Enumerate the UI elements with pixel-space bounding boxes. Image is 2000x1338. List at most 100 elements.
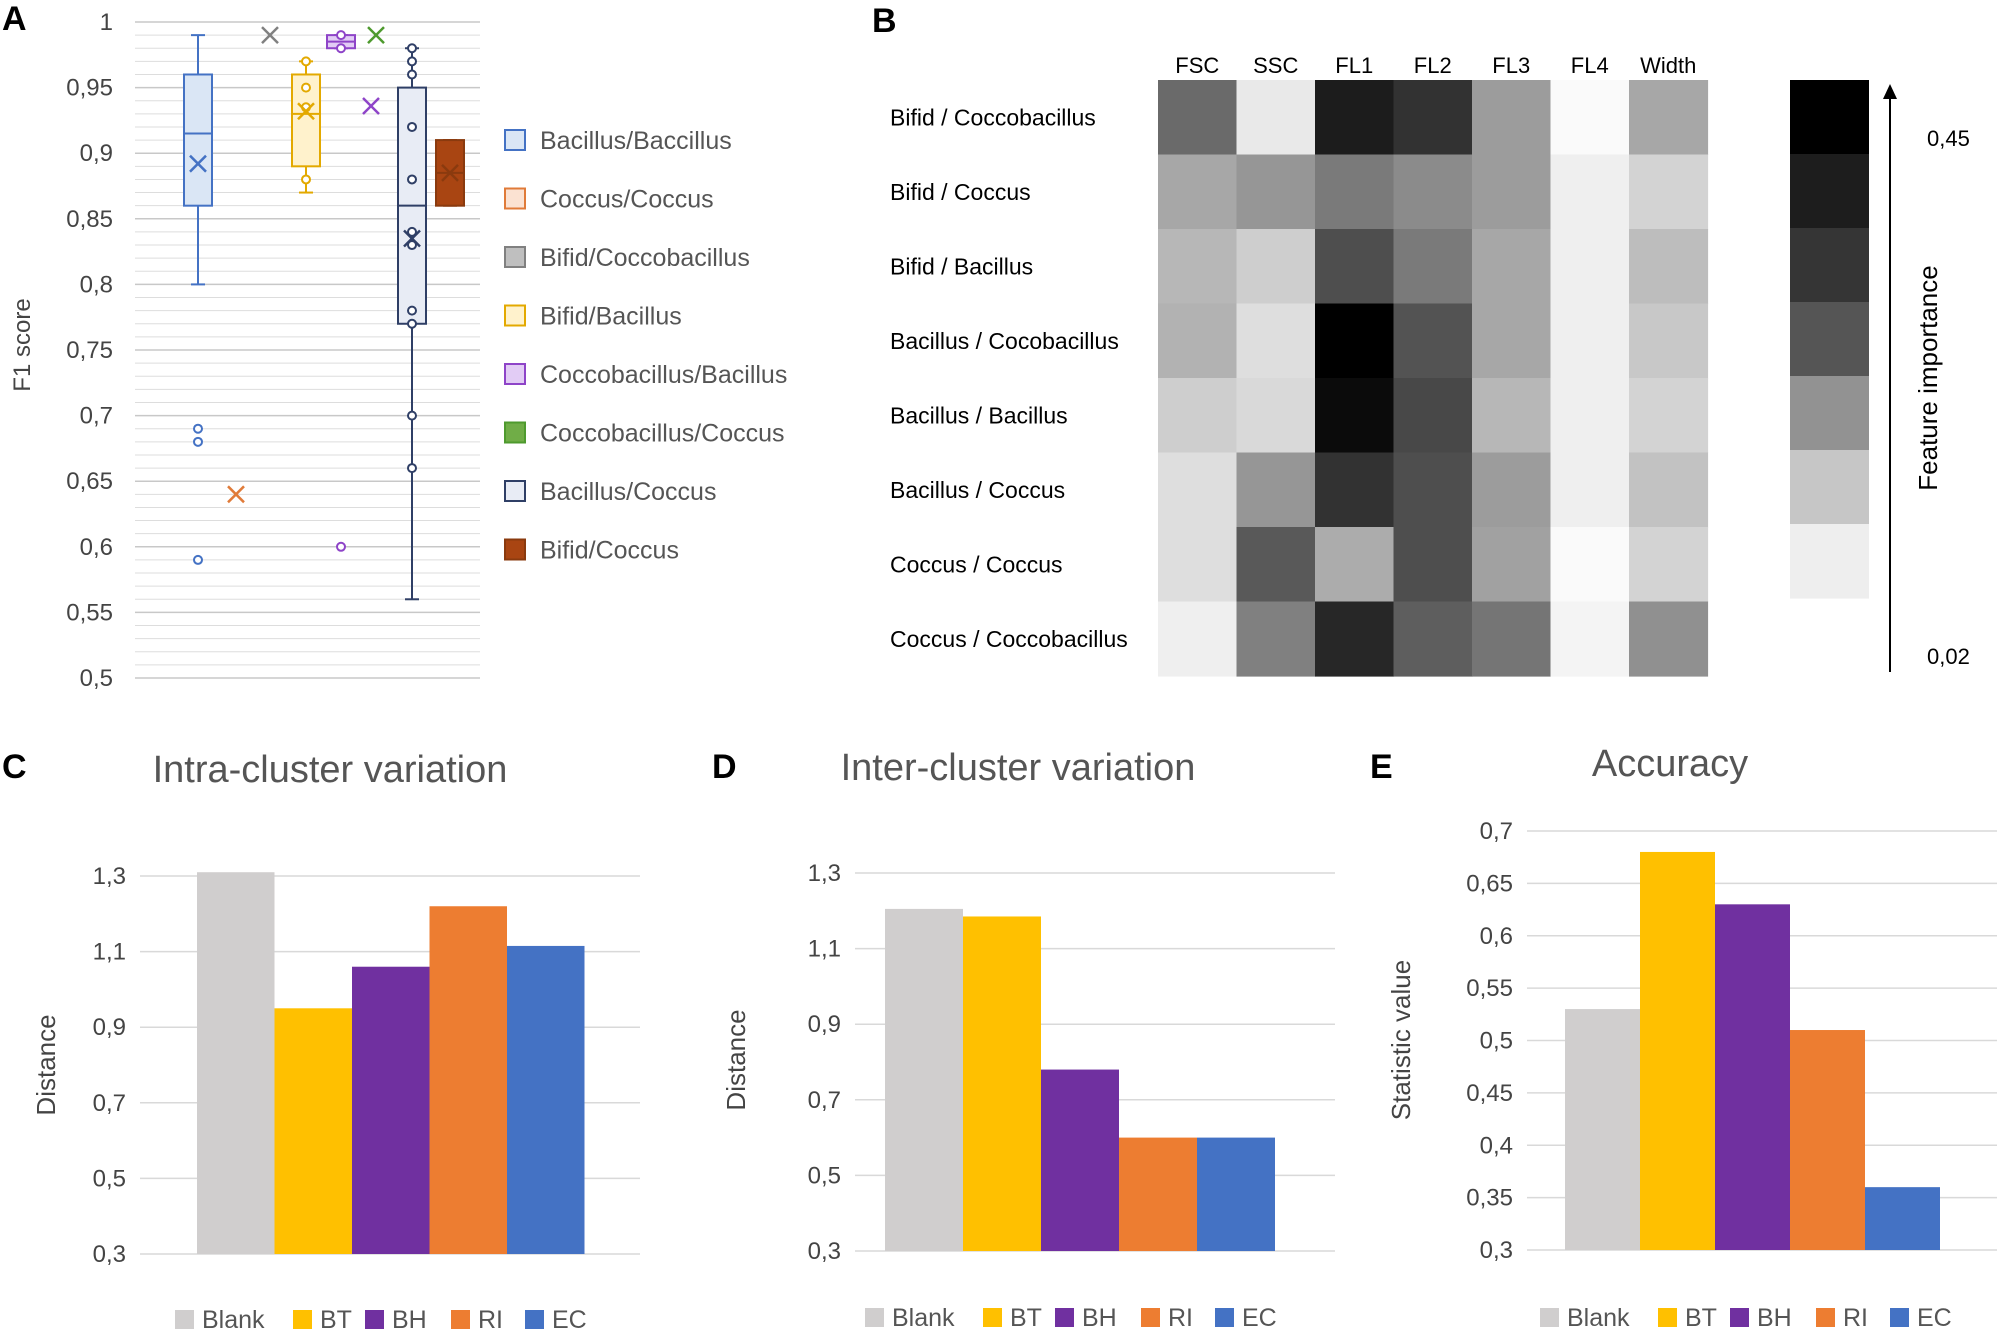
boxplot-boxes (183, 26, 465, 601)
heatmap-cell (1550, 154, 1630, 230)
y-tick-label: 0,8 (80, 271, 113, 298)
scale-step (1790, 376, 1869, 451)
scale-step (1790, 450, 1869, 525)
heatmap-cell (1236, 378, 1316, 454)
legend-label: EC (552, 1306, 587, 1334)
heatmap-row-label: Coccus / Coccus (890, 551, 1063, 577)
y-tick-label: 0,5 (93, 1165, 126, 1192)
heatmap-row-label: Coccus / Coccobacillus (890, 626, 1128, 652)
heatmap-color-scale (1790, 80, 1869, 599)
legend-swatch (504, 421, 526, 444)
scale-step (1790, 228, 1869, 303)
y-tick-label: 0,9 (808, 1011, 841, 1038)
panel-e-bar-chart: 0,3 0,35 0,4 0,45 0,5 0,55 0,6 0,65 0,7 Accuracy S… (1386, 743, 1997, 1332)
y-tick-label: 0,5 (808, 1162, 841, 1189)
mean-marker (403, 229, 421, 248)
bar-blank (885, 908, 963, 1251)
outlier-point (336, 43, 346, 54)
chart-title: Intra-cluster variation (153, 749, 508, 791)
heatmap-cell (1629, 527, 1709, 603)
heatmap-cell (1393, 452, 1473, 528)
heatmap-cell (1629, 154, 1709, 230)
chart-title: Accuracy (1592, 743, 1748, 785)
heatmap-cell (1629, 378, 1709, 454)
legend-label: Coccobacillus/Coccus (540, 420, 785, 448)
scale-step (1790, 524, 1869, 599)
legend-swatch (504, 304, 526, 327)
heatmap-cell (1315, 452, 1395, 528)
legend-swatch (1055, 1308, 1074, 1327)
scale-step (1790, 154, 1869, 229)
outlier-point (407, 410, 417, 421)
heatmap-cell (1629, 303, 1709, 379)
legend-label: Bifid/Coccus (540, 537, 679, 565)
y-axis-title: Statistic value (1386, 960, 1416, 1120)
mean-marker (189, 154, 207, 173)
y-tick-label: 0,95 (66, 75, 113, 102)
feature-importance-label: Feature importance (1913, 265, 1943, 490)
heatmap-col-label: FL2 (1414, 53, 1452, 78)
heatmap-cell (1158, 452, 1238, 528)
heatmap-cell (1393, 378, 1473, 454)
y-tick-label: 1,3 (808, 860, 841, 887)
heatmap-cells (1158, 80, 1709, 677)
heatmap-cell (1629, 80, 1709, 156)
heatmap-cell (1629, 229, 1709, 305)
bar-ec (1197, 1137, 1275, 1251)
panel-b-heatmap: FSC SSC FL1 FL2 FL3 FL4 Width Bifid / Coccobac… (890, 53, 1970, 677)
heatmap-col-label: FL4 (1571, 53, 1609, 78)
mean-marker (441, 163, 459, 182)
boxplot-legend: Bacillus/Baccillus Coccus/Coccus Bifid/Coc… (504, 127, 787, 565)
legend-label: BT (1010, 1304, 1042, 1332)
y-tick-label: 1,1 (93, 939, 126, 966)
bar-bh (1041, 1069, 1119, 1251)
outlier-point (301, 174, 311, 185)
box-bifid-bacillus (291, 56, 321, 194)
heatmap-cell (1393, 80, 1473, 156)
box-coccobacillus-bacillus (326, 30, 380, 552)
panel-c-bar-chart: 0,3 0,5 0,7 0,9 1,1 1,3 Intra-cluster variatio… (31, 749, 640, 1334)
heatmap-cell (1236, 601, 1316, 677)
boxplot-y-axis-title: F1 score (9, 298, 36, 391)
legend-swatch (504, 246, 526, 268)
legend-swatch (504, 480, 526, 502)
box-coccobacillus-coccus (367, 26, 385, 45)
y-tick-label: 1,1 (808, 936, 841, 963)
heatmap-cell (1158, 80, 1238, 156)
outlier-point (407, 463, 417, 474)
heatmap-row-label: Bacillus / Cocobacillus (890, 328, 1119, 354)
heatmap-cell (1236, 303, 1316, 379)
y-tick-label: 0,4 (1480, 1132, 1513, 1159)
heatmap-cell (1315, 601, 1395, 677)
box-bifid-coccus (435, 139, 465, 207)
legend-swatch (1730, 1308, 1749, 1327)
heatmap-cell (1315, 303, 1395, 379)
outlier-point (193, 554, 203, 565)
heatmap-cell (1393, 601, 1473, 677)
boxplot-y-ticks: 0,5 0,55 0,6 0,65 0,7 0,75 0,8 0,85 0,9 0,95 1 (66, 9, 113, 692)
heatmap-cell (1315, 378, 1395, 454)
legend-swatch (1890, 1308, 1909, 1327)
box-bifid-coccobacillus (261, 26, 279, 45)
bar-blank (1565, 1009, 1640, 1250)
outlier-point (407, 56, 417, 67)
heatmap-cell (1393, 229, 1473, 305)
outlier-point (407, 174, 417, 185)
outlier-point (336, 30, 346, 41)
heatmap-cell (1315, 154, 1395, 230)
y-tick-label: 0,35 (1466, 1185, 1513, 1212)
panel-label-c: C (2, 748, 27, 786)
legend-swatch (504, 538, 526, 561)
heatmap-row-label: Bacillus / Bacillus (890, 402, 1068, 428)
legend-swatch (365, 1310, 384, 1329)
outlier-point (407, 69, 417, 80)
scale-step (1790, 80, 1869, 155)
legend-swatch (504, 363, 526, 385)
bar-blank (197, 872, 275, 1254)
y-axis-title: Distance (31, 1014, 61, 1115)
outlier-point (336, 541, 346, 552)
heatmap-row-labels: Bifid / Coccobacillus Bifid / Coccus Bifid… (890, 104, 1128, 652)
y-axis-title: Distance (721, 1009, 751, 1110)
scale-max-label: 0,45 (1927, 126, 1970, 151)
legend-swatch (1816, 1308, 1835, 1327)
